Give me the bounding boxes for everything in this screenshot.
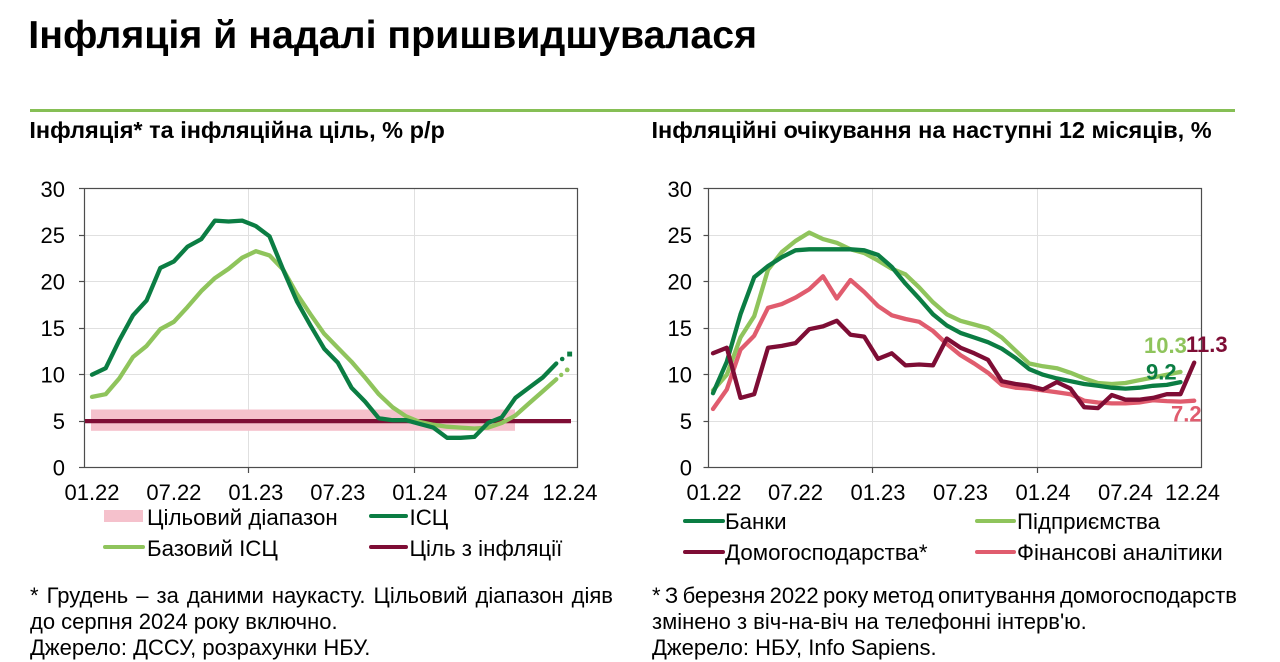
svg-text:11.3: 11.3 xyxy=(1186,332,1228,357)
svg-text:07.23: 07.23 xyxy=(933,480,988,505)
svg-text:9.2: 9.2 xyxy=(1146,360,1177,385)
svg-text:10.3: 10.3 xyxy=(1144,333,1187,358)
svg-text:20: 20 xyxy=(668,270,692,295)
svg-text:07.24: 07.24 xyxy=(474,480,529,505)
svg-text:25: 25 xyxy=(41,223,65,248)
svg-text:0: 0 xyxy=(53,455,65,480)
svg-text:10: 10 xyxy=(668,363,692,388)
svg-text:01.22: 01.22 xyxy=(686,480,741,505)
svg-text:10: 10 xyxy=(41,363,65,388)
svg-text:12.24: 12.24 xyxy=(1165,480,1220,505)
svg-text:25: 25 xyxy=(668,223,692,248)
svg-text:07.23: 07.23 xyxy=(310,480,365,505)
svg-text:20: 20 xyxy=(41,270,65,295)
svg-text:01.22: 01.22 xyxy=(64,480,119,505)
svg-text:0: 0 xyxy=(680,455,692,480)
svg-text:5: 5 xyxy=(680,409,692,434)
svg-text:30: 30 xyxy=(668,177,692,202)
svg-text:01.24: 01.24 xyxy=(392,480,447,505)
svg-text:15: 15 xyxy=(41,316,65,341)
svg-text:07.22: 07.22 xyxy=(768,480,823,505)
svg-text:5: 5 xyxy=(53,409,65,434)
svg-text:12.24: 12.24 xyxy=(542,480,597,505)
svg-text:15: 15 xyxy=(668,316,692,341)
svg-text:07.24: 07.24 xyxy=(1098,480,1153,505)
svg-text:07.22: 07.22 xyxy=(146,480,201,505)
svg-text:01.23: 01.23 xyxy=(228,480,283,505)
svg-text:7.2: 7.2 xyxy=(1171,402,1202,427)
svg-text:30: 30 xyxy=(41,177,65,202)
svg-text:01.24: 01.24 xyxy=(1015,480,1070,505)
svg-text:01.23: 01.23 xyxy=(850,480,905,505)
